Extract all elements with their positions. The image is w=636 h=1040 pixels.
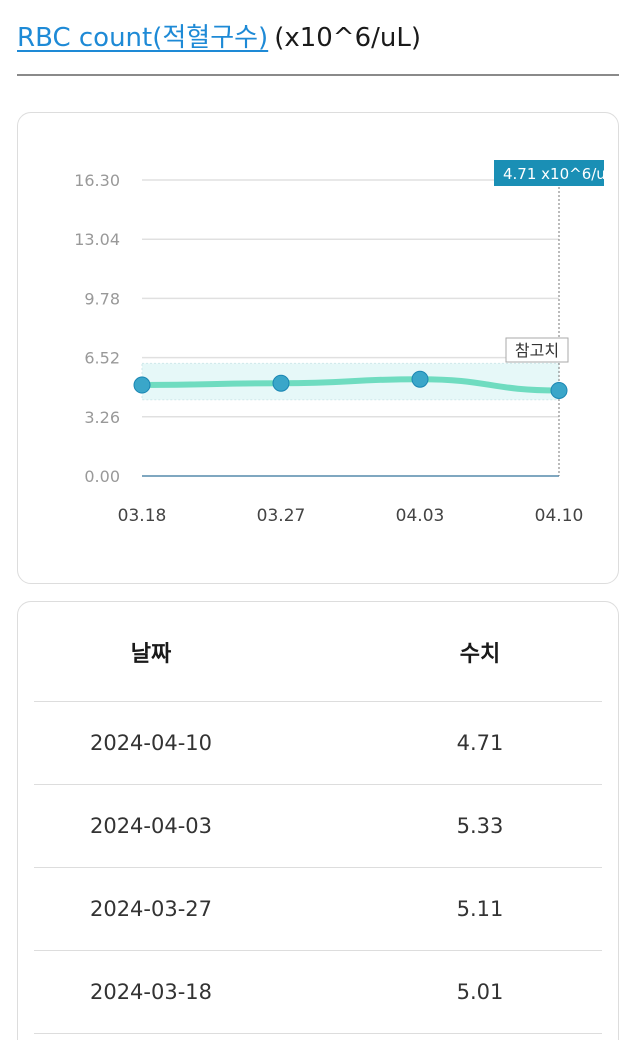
y-tick-label: 6.52	[84, 349, 120, 368]
x-tick-label: 03.27	[257, 506, 306, 526]
series-line	[139, 376, 562, 394]
chart-card[interactable]: 16.30 13.04 9.78 6.52 3.26 0.00 03.18 03.27 04.0…	[17, 112, 619, 584]
x-tick-label: 04.03	[396, 506, 445, 526]
row-value: 5.33	[456, 814, 504, 838]
y-tick-label: 16.30	[74, 171, 120, 190]
data-point	[550, 381, 568, 399]
tooltip-text: 4.71 x10^6/uL	[503, 165, 615, 183]
unit-label: (x10^6/uL)	[274, 23, 421, 53]
column-header-date: 날짜	[130, 641, 172, 667]
table-row: 2024-04-10 4.71	[34, 702, 602, 785]
y-tick-label: 9.78	[84, 289, 120, 308]
y-tick-label: 13.04	[74, 230, 120, 249]
data-point	[133, 376, 151, 394]
test-name-link[interactable]: RBC count(적혈구수)	[17, 23, 269, 53]
row-value: 5.01	[456, 980, 504, 1004]
table-row: 2024-03-18 5.01	[34, 951, 602, 1034]
y-tick-label: 3.26	[84, 408, 120, 427]
row-date: 2024-03-18	[89, 980, 213, 1004]
row-value: 5.11	[456, 897, 504, 921]
table-row: 2024-03-27 5.11	[34, 868, 602, 951]
data-point	[272, 374, 290, 392]
column-header-value: 수치	[459, 641, 501, 667]
trend-chart[interactable]: 16.30 13.04 9.78 6.52 3.26 0.00 03.18 03.27 04.0…	[18, 113, 620, 585]
row-value: 4.71	[456, 731, 504, 755]
table-header: 날짜 수치	[34, 602, 602, 702]
reference-label: 참고치	[515, 341, 559, 360]
x-tick-label: 04.10	[535, 506, 584, 526]
history-table: 날짜 수치 2024-04-10 4.71 2024-04-03 5.33 20…	[17, 601, 619, 1040]
row-date: 2024-04-03	[89, 814, 213, 838]
y-tick-label: 0.00	[84, 467, 120, 486]
reference-label-box	[505, 337, 569, 363]
row-date: 2024-03-27	[89, 897, 213, 921]
data-point	[411, 370, 429, 388]
tooltip-box	[494, 160, 604, 186]
header: RBC count(적혈구수) (x10^6/uL)	[17, 18, 619, 76]
row-date: 2024-04-10	[89, 731, 213, 755]
table-row: 2024-04-03 5.33	[34, 785, 602, 868]
x-tick-label: 03.18	[118, 506, 167, 526]
